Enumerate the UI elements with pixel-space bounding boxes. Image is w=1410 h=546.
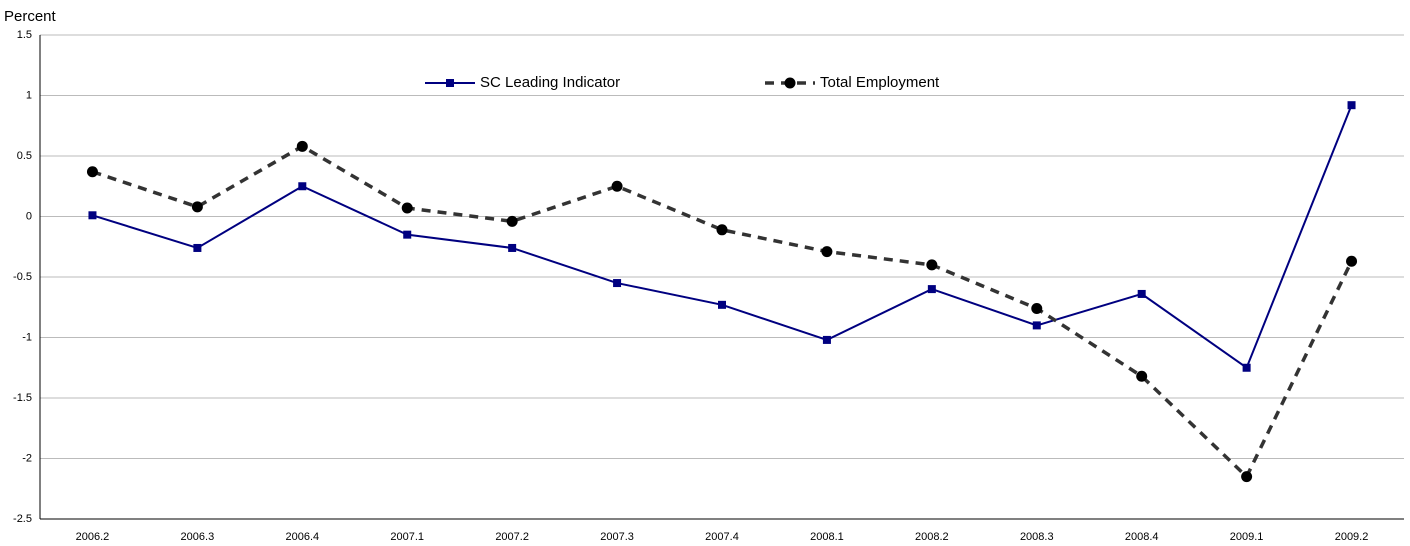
marker — [1242, 363, 1251, 372]
marker — [298, 182, 307, 191]
marker — [193, 243, 202, 252]
x-tick-label: 2007.2 — [495, 531, 529, 543]
marker — [88, 211, 97, 220]
x-tick-label: 2008.3 — [1020, 531, 1054, 543]
marker — [613, 279, 622, 288]
x-tick-label: 2009.1 — [1230, 531, 1264, 543]
marker — [1032, 321, 1041, 330]
x-tick-label: 2007.4 — [705, 531, 739, 543]
y-tick-label: 0 — [26, 210, 32, 222]
marker — [927, 285, 936, 294]
legend-label: Total Employment — [820, 74, 940, 91]
x-tick-label: 2007.1 — [390, 531, 424, 543]
legend-marker — [446, 79, 454, 87]
y-tick-label: -2.5 — [13, 513, 32, 525]
marker — [86, 166, 98, 178]
y-tick-label: -2 — [22, 452, 32, 464]
x-tick-label: 2006.4 — [285, 531, 319, 543]
y-tick-label: 0.5 — [17, 150, 32, 162]
y-tick-label: 1 — [26, 89, 32, 101]
marker — [1136, 370, 1148, 382]
marker — [1346, 255, 1358, 267]
y-tick-label: -1.5 — [13, 392, 32, 404]
x-tick-label: 2008.2 — [915, 531, 949, 543]
marker — [403, 230, 412, 239]
marker — [506, 215, 518, 227]
marker — [1137, 289, 1146, 298]
marker — [611, 180, 623, 192]
series-line — [92, 104, 1353, 370]
y-tick-label: 1.5 — [17, 29, 32, 41]
marker — [822, 335, 831, 344]
x-tick-label: 2007.3 — [600, 531, 634, 543]
marker — [718, 300, 726, 309]
y-tick-label: -0.5 — [13, 271, 32, 283]
x-tick-label: 2008.1 — [810, 531, 844, 543]
marker — [1031, 302, 1043, 314]
marker — [401, 202, 413, 214]
marker — [821, 246, 833, 258]
marker — [926, 259, 938, 271]
x-tick-label: 2006.2 — [76, 531, 110, 543]
marker — [191, 201, 203, 213]
marker — [716, 224, 728, 236]
legend-marker — [784, 77, 796, 89]
y-tick-label: -1 — [22, 331, 32, 343]
marker — [296, 140, 308, 152]
y-axis-label: Percent — [4, 8, 57, 25]
marker — [1347, 101, 1356, 110]
marker — [1241, 471, 1253, 483]
x-tick-label: 2006.3 — [181, 531, 215, 543]
marker — [508, 243, 517, 252]
x-tick-label: 2008.4 — [1125, 531, 1159, 543]
legend-label: SC Leading Indicator — [480, 74, 620, 91]
series-line — [91, 144, 1354, 480]
x-tick-label: 2009.2 — [1335, 531, 1369, 543]
